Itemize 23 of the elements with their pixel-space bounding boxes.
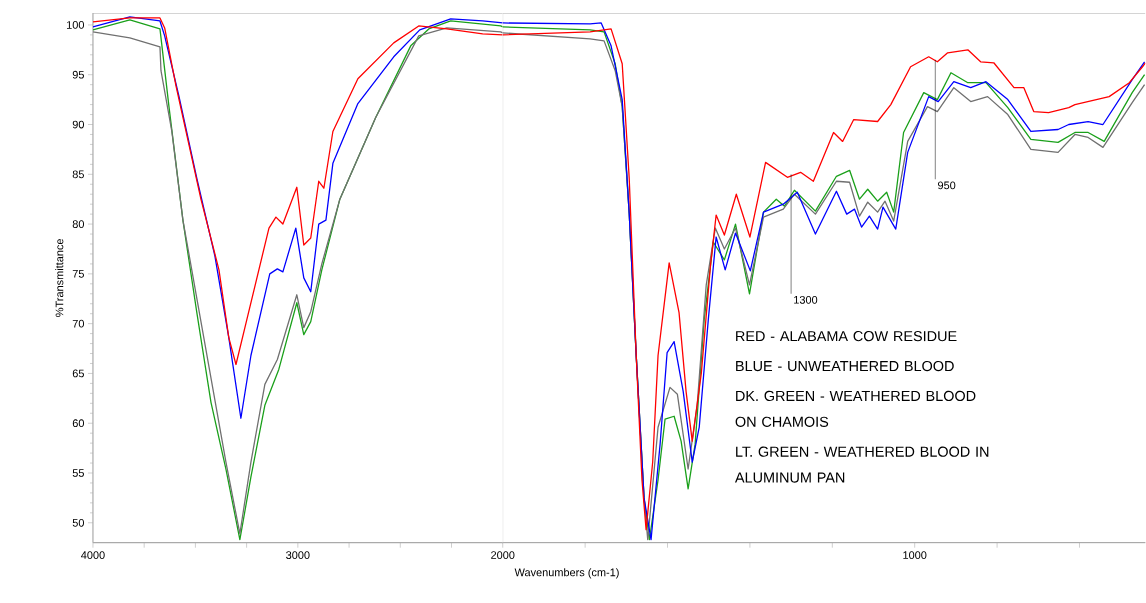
annotation: 950	[938, 181, 956, 190]
x-tick-label: 3000	[286, 551, 310, 560]
y-tick-label: 90	[72, 120, 84, 129]
y-tick-label: 95	[72, 71, 84, 79]
y-tick-label: 85	[72, 170, 84, 179]
y-tick-label: 50	[72, 519, 84, 527]
annotation: DK. GREEN - WEATHERED BLOOD ON CHAMOIS	[735, 390, 976, 428]
y-tick-label: 55	[72, 469, 84, 477]
x-axis-title: Wavenumbers (cm-1)	[514, 568, 619, 579]
annotation: 1300	[794, 296, 818, 304]
y-axis-title: %Transmittance	[55, 239, 64, 317]
x-tick-label: 1000	[903, 551, 927, 560]
annotation: BLUE - UNWEATHERED BLOOD	[736, 361, 954, 372]
y-tick-label: 60	[72, 419, 84, 428]
x-tick-label: 2000	[491, 551, 515, 560]
y-tick-label: 100	[66, 21, 84, 29]
x-tick-label: 4000	[81, 551, 105, 560]
y-tick-label: 80	[72, 220, 84, 229]
y-tick-label: 75	[72, 270, 84, 278]
annotation: LT. GREEN - WEATHERED BLOOD IN ALUMINUM PAN	[734, 446, 989, 483]
y-tick-label: 70	[72, 319, 84, 328]
y-tick-label: 65	[72, 369, 84, 378]
annotation: RED - ALABAMA COW RESIDUE	[736, 331, 957, 342]
